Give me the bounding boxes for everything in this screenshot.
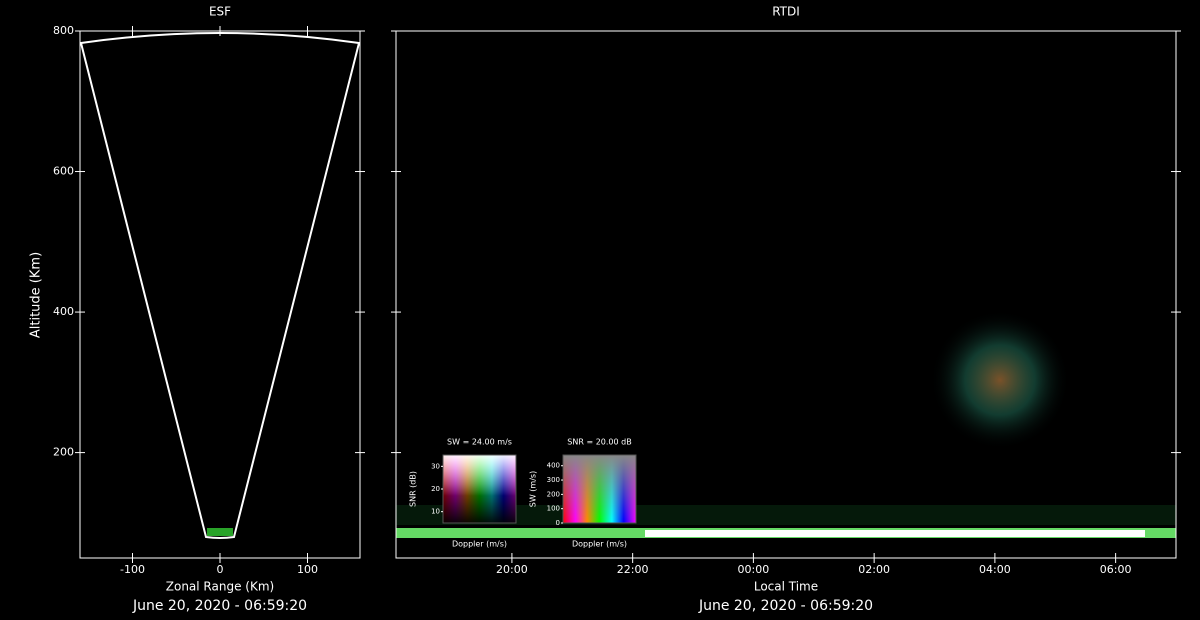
x-tick-label: 22:00 [617, 563, 649, 576]
esf-frame [79, 30, 361, 559]
x-tick-label: 06:00 [1100, 563, 1132, 576]
y-tick-label: 800 [53, 24, 74, 37]
key-frame [562, 454, 637, 524]
key-tick-label: 20 [431, 485, 440, 493]
key-shade [563, 455, 636, 523]
x-tick-label: 100 [297, 563, 318, 576]
key-x-label: Doppler (m/s) [572, 540, 627, 549]
esf-title: ESF [209, 5, 231, 19]
key-tick-label: 30 [431, 462, 440, 470]
x-tick-label: 0 [217, 563, 224, 576]
x-tick-label: 20:00 [496, 563, 528, 576]
key-y-label: SNR (dB) [409, 471, 418, 507]
rtdi-panel: RTDI Local Time June 20, 2020 - 06:59:20 [395, 5, 1177, 614]
esf-panel: ESF Zonal Range (Km) June 20, 2020 - 06:… [29, 5, 361, 614]
ground-clutter [645, 530, 1145, 537]
x-tick-label: 00:00 [738, 563, 770, 576]
esf-fan [79, 32, 361, 539]
key-x-label: Doppler (m/s) [452, 540, 507, 549]
echo-plume [930, 310, 1070, 450]
x-axis-label: Zonal Range (Km) [166, 580, 274, 594]
key-shade [443, 455, 516, 523]
key-tick-label: 200 [547, 490, 560, 498]
y-tick-label: 400 [53, 305, 74, 318]
key-title: SNR = 20.00 dB [567, 438, 631, 447]
timestamp: June 20, 2020 - 06:59:20 [698, 598, 873, 614]
key-tick-label: 400 [547, 462, 560, 470]
key-title: SW = 24.00 m/s [447, 438, 512, 447]
rtdi-title: RTDI [772, 5, 800, 19]
key-tick-label: 300 [547, 476, 560, 484]
rtdi-frame [395, 30, 1177, 559]
y-tick-label: 200 [53, 446, 74, 459]
key-tick-label: 10 [431, 508, 440, 516]
key-tick-label: 100 [547, 505, 560, 513]
key-y-label: SW (m/s) [529, 471, 538, 507]
x-tick-label: 04:00 [979, 563, 1011, 576]
y-tick-label: 600 [53, 165, 74, 178]
x-tick-label: -100 [120, 563, 145, 576]
key-tick-label: 0 [556, 519, 560, 527]
x-axis-label: Local Time [754, 580, 818, 594]
x-tick-label: 02:00 [858, 563, 890, 576]
esf-echo [207, 528, 233, 536]
y-axis-label: Altitude (Km) [29, 252, 44, 338]
timestamp: June 20, 2020 - 06:59:20 [132, 598, 307, 614]
